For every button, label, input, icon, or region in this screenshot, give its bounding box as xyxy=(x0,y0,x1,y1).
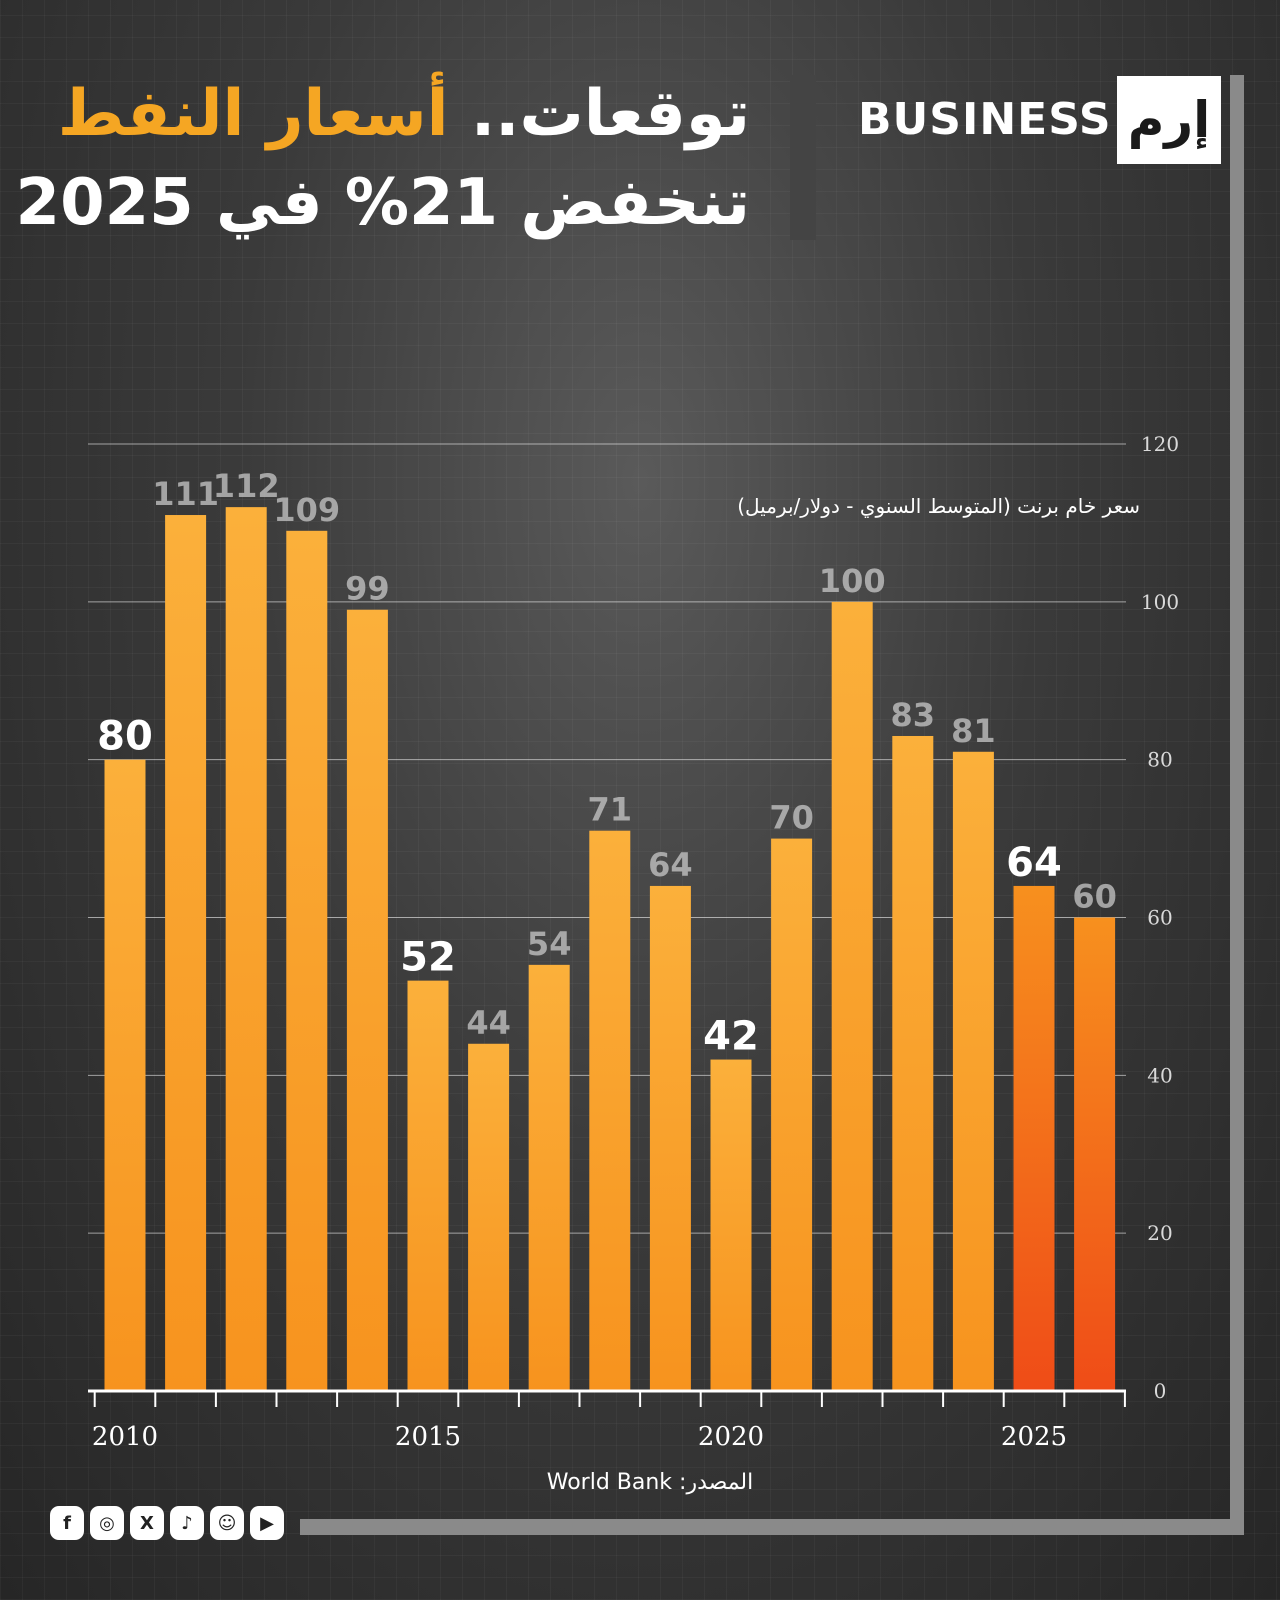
y-tick-label: 20 xyxy=(1147,1221,1172,1245)
data-label: 54 xyxy=(527,925,572,963)
bar-2013 xyxy=(286,530,328,1391)
data-label: 112 xyxy=(213,467,280,505)
y-tick-label: 40 xyxy=(1147,1063,1172,1087)
bar-2025 xyxy=(1013,885,1055,1391)
bar-2019 xyxy=(649,885,691,1391)
bar-2014 xyxy=(346,609,388,1391)
frame-bottom xyxy=(300,1519,1244,1535)
logo-mark: إرم xyxy=(1117,76,1221,164)
data-label: 44 xyxy=(466,1004,511,1042)
bar-2011 xyxy=(165,515,207,1391)
y-tick-label: 100 xyxy=(1141,590,1179,614)
bar-2023 xyxy=(892,735,934,1391)
y-tick-label: 80 xyxy=(1147,748,1172,772)
x-tick-label: 2015 xyxy=(395,1422,461,1452)
bar-2010 xyxy=(104,759,146,1391)
bar-2016 xyxy=(468,1043,510,1391)
x-tick-label: 2025 xyxy=(1001,1422,1067,1452)
y-tick-label: 120 xyxy=(1141,432,1179,456)
snapchat-icon[interactable]: ☺ xyxy=(210,1506,244,1540)
bar-2012 xyxy=(225,507,267,1392)
bar-2026 xyxy=(1074,917,1116,1391)
data-label: 64 xyxy=(1006,840,1062,886)
data-label: 64 xyxy=(648,846,693,884)
youtube-icon[interactable]: ▶ xyxy=(250,1506,284,1540)
bar-2022 xyxy=(831,601,873,1391)
page-title: توقعات.. أسعار النفط تنخفض 21% في 2025 xyxy=(16,70,750,248)
social-icons: f ◎ X ♪ ☺ ▶ xyxy=(50,1506,284,1540)
data-label: 80 xyxy=(97,714,153,760)
data-label: 81 xyxy=(951,712,996,750)
title-accent: أسعار النفط xyxy=(57,77,449,151)
instagram-icon[interactable]: ◎ xyxy=(90,1506,124,1540)
data-label: 100 xyxy=(819,562,886,600)
bar-2020 xyxy=(710,1059,752,1391)
x-icon[interactable]: X xyxy=(130,1506,164,1540)
data-label: 111 xyxy=(152,475,219,513)
data-label: 83 xyxy=(891,696,936,734)
tiktok-icon[interactable]: ♪ xyxy=(170,1506,204,1540)
data-label: 99 xyxy=(345,570,390,608)
data-label: 60 xyxy=(1072,878,1117,916)
y-tick-label: 60 xyxy=(1147,906,1172,930)
data-label: 109 xyxy=(273,491,340,529)
logo-word: BUSINESS xyxy=(858,94,1112,145)
data-label: 70 xyxy=(769,799,814,837)
y-axis-label: سعر خام برنت (المتوسط السنوي - دولار/برم… xyxy=(737,494,1140,518)
bar-2015 xyxy=(407,980,449,1391)
frame-right xyxy=(1230,75,1244,1535)
title-prefix: توقعات.. xyxy=(470,77,750,151)
y-tick-label: 0 xyxy=(1154,1379,1167,1403)
title-line-1: توقعات.. أسعار النفط xyxy=(16,70,750,158)
x-tick-label: 2020 xyxy=(698,1422,764,1452)
data-label: 42 xyxy=(703,1014,759,1060)
facebook-icon[interactable]: f xyxy=(50,1506,84,1540)
data-label: 52 xyxy=(400,935,456,981)
source-note: المصدر: World Bank xyxy=(546,1470,754,1495)
bar-2018 xyxy=(589,830,631,1391)
data-label: 71 xyxy=(588,791,633,829)
title-divider xyxy=(790,75,816,240)
x-tick-label: 2010 xyxy=(92,1422,158,1452)
bar-2021 xyxy=(771,838,813,1391)
bar-2024 xyxy=(952,751,994,1391)
bar-2017 xyxy=(528,964,570,1391)
title-line-2: تنخفض 21% في 2025 xyxy=(15,166,750,240)
